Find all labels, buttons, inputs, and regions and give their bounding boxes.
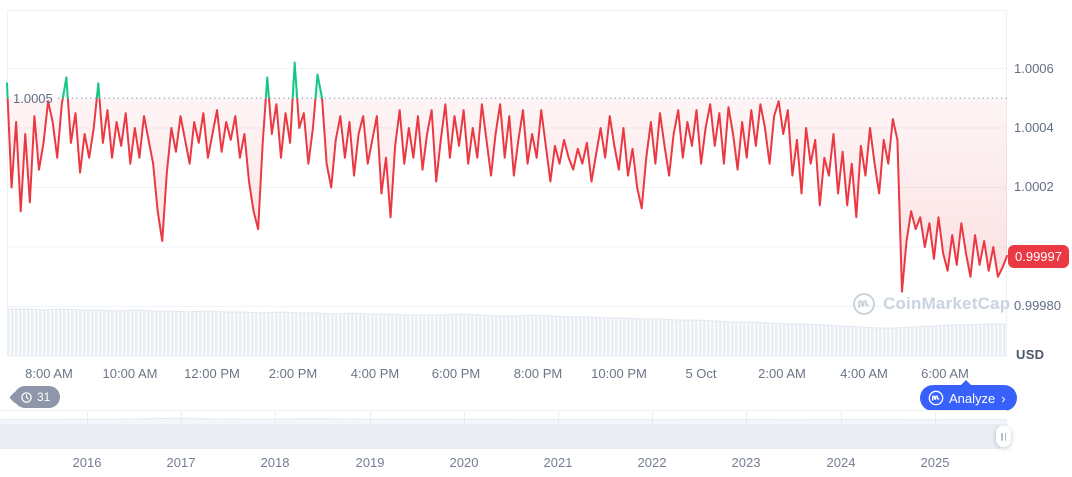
y-axis-label: 1.0006 xyxy=(1014,61,1054,76)
year-label: 2020 xyxy=(449,455,479,470)
year-tick xyxy=(558,412,559,425)
coinmarketcap-logo-icon xyxy=(928,390,944,406)
timeline-selected-range[interactable] xyxy=(0,424,1000,449)
y-axis-label: 1.0002 xyxy=(1014,179,1054,194)
year-label: 2016 xyxy=(72,455,102,470)
watermark-text: CoinMarketCap xyxy=(883,294,1011,313)
year-label: 2024 xyxy=(826,455,856,470)
history-clock-icon xyxy=(20,391,33,404)
x-axis-label: 5 Oct xyxy=(685,366,717,381)
year-tick xyxy=(275,412,276,425)
x-axis-label: 2:00 AM xyxy=(758,366,806,381)
coinmarketcap-logo-icon xyxy=(852,292,876,316)
y-axis-label: 0.99980 xyxy=(1014,298,1061,313)
currency-unit-label: USD xyxy=(1016,347,1045,362)
analyze-label: Analyze xyxy=(949,390,996,406)
year-tick xyxy=(935,412,936,425)
x-axis-label: 10:00 PM xyxy=(591,366,647,381)
timeline-scrubber[interactable]: 2016 2017 2018 2019 2020 2021 2022 2023 2024 2025 xyxy=(0,410,1012,472)
year-label: 2021 xyxy=(543,455,573,470)
year-tick xyxy=(464,412,465,425)
year-label: 2025 xyxy=(920,455,950,470)
x-axis-label: 2:00 PM xyxy=(268,366,318,381)
x-axis-label: 8:00 AM xyxy=(25,366,73,381)
year-tick xyxy=(652,412,653,425)
x-axis-label: 4:00 PM xyxy=(350,366,400,381)
analyze-button[interactable]: Analyze › xyxy=(920,380,1017,411)
x-axis-label: 8:00 PM xyxy=(513,366,563,381)
chevron-right-icon: › xyxy=(1001,390,1006,406)
year-tick xyxy=(841,412,842,425)
x-axis-label: 4:00 AM xyxy=(840,366,888,381)
history-count-badge[interactable]: 31 xyxy=(14,386,61,408)
year-label: 2022 xyxy=(637,455,667,470)
watermark: CoinMarketCap xyxy=(852,292,1010,316)
year-tick xyxy=(746,412,747,425)
drag-handle-icon xyxy=(1004,432,1006,441)
year-tick xyxy=(370,412,371,425)
price-chart[interactable] xyxy=(0,0,1072,410)
drag-handle-icon xyxy=(1001,432,1003,441)
history-count: 31 xyxy=(37,390,51,404)
current-price-badge: 0.99997 xyxy=(1008,245,1069,268)
year-label: 2019 xyxy=(355,455,385,470)
x-axis-label: 6:00 AM xyxy=(921,366,969,381)
year-tick xyxy=(181,412,182,425)
year-tick xyxy=(87,412,88,425)
timeline-minimap xyxy=(0,410,1008,426)
baseline-price-label: 1.0005 xyxy=(13,91,53,106)
x-axis-label: 6:00 PM xyxy=(431,366,481,381)
timeline-range-handle[interactable] xyxy=(996,426,1011,447)
x-axis-label: 10:00 AM xyxy=(102,366,158,381)
year-label: 2017 xyxy=(166,455,196,470)
x-axis-label: 12:00 PM xyxy=(184,366,240,381)
year-label: 2018 xyxy=(260,455,290,470)
year-label: 2023 xyxy=(731,455,761,470)
y-axis-label: 1.0004 xyxy=(1014,120,1054,135)
